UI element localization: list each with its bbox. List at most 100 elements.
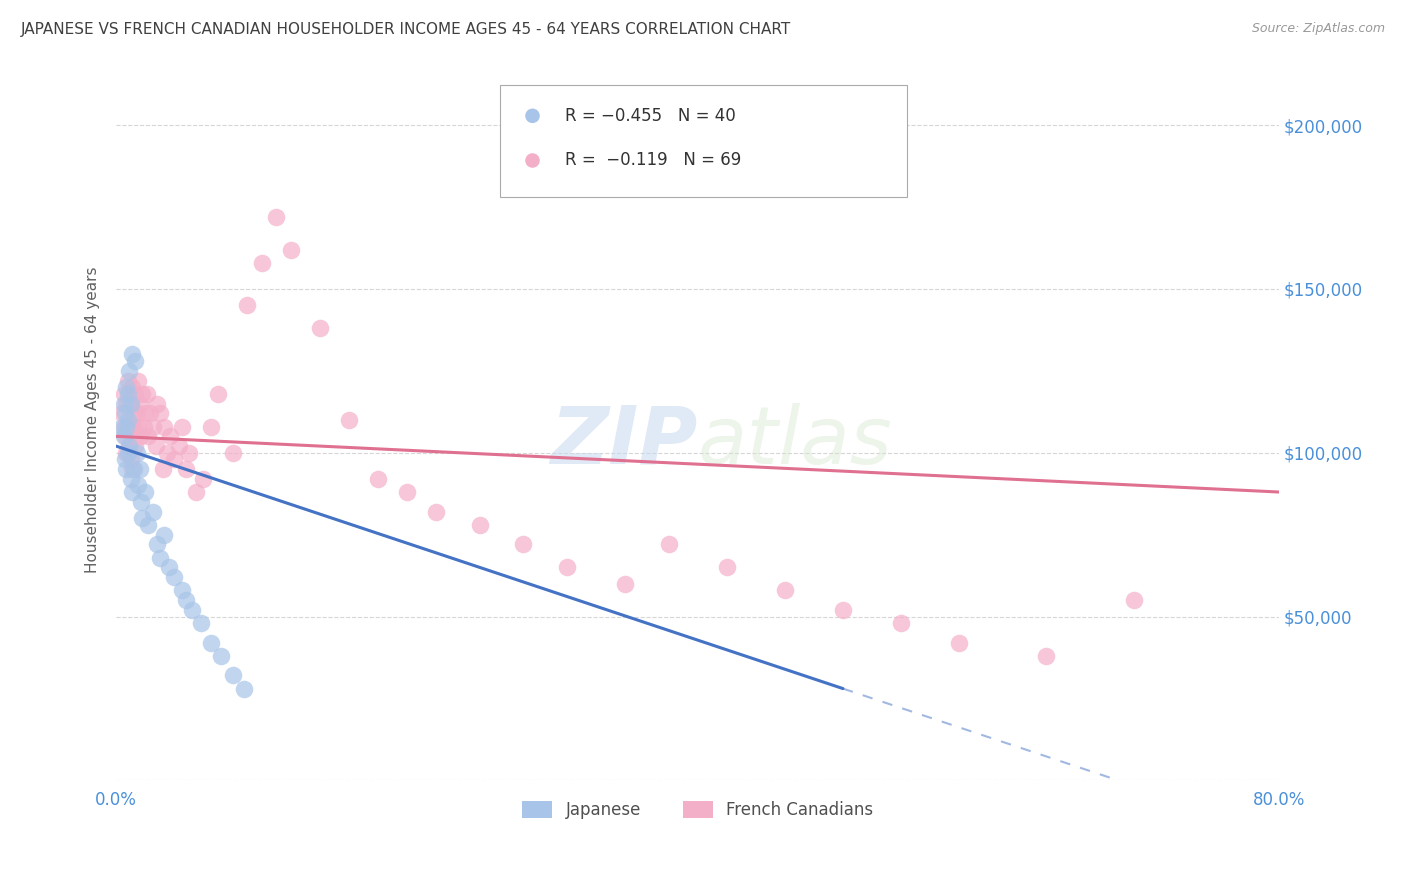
Point	[125, 406, 148, 420]
Point	[190, 615, 212, 630]
Point	[236, 298, 259, 312]
Point	[115, 419, 138, 434]
Point	[117, 419, 139, 434]
Point	[115, 396, 138, 410]
Point	[115, 380, 138, 394]
Point	[308, 321, 330, 335]
Point	[118, 439, 141, 453]
Point	[111, 419, 134, 434]
Point	[121, 462, 143, 476]
Point	[112, 419, 135, 434]
Point	[122, 406, 145, 420]
Point	[174, 593, 197, 607]
Point	[125, 446, 148, 460]
Point	[128, 396, 150, 410]
Y-axis label: Householder Income Ages 45 - 64 years: Householder Income Ages 45 - 64 years	[86, 267, 100, 574]
Point	[1122, 593, 1144, 607]
Text: Source: ZipAtlas.com: Source: ZipAtlas.com	[1251, 22, 1385, 36]
Point	[395, 485, 418, 500]
Point	[149, 406, 172, 420]
Point	[114, 406, 136, 420]
Point	[716, 560, 738, 574]
Point	[221, 668, 243, 682]
Point	[163, 570, 186, 584]
Point	[174, 462, 197, 476]
Point	[114, 452, 136, 467]
Point	[167, 439, 190, 453]
Point	[200, 636, 222, 650]
Point	[112, 429, 135, 443]
Point	[114, 429, 136, 443]
Point	[121, 380, 143, 394]
Point	[136, 429, 159, 443]
Point	[122, 419, 145, 434]
Point	[120, 472, 142, 486]
Point	[142, 419, 165, 434]
Point	[142, 505, 165, 519]
Text: ZIP: ZIP	[550, 402, 697, 481]
Point	[146, 396, 169, 410]
Point	[117, 446, 139, 460]
Point	[193, 472, 215, 486]
Point	[180, 603, 202, 617]
Point	[115, 446, 138, 460]
Point	[626, 773, 648, 788]
Point	[118, 386, 141, 401]
Point	[177, 446, 200, 460]
Point	[613, 576, 636, 591]
Point	[233, 681, 256, 696]
Point	[890, 615, 912, 630]
Point	[163, 452, 186, 467]
Point	[112, 396, 135, 410]
Point	[121, 485, 143, 500]
Point	[117, 386, 139, 401]
Point	[127, 419, 149, 434]
Point	[152, 462, 174, 476]
Point	[131, 386, 153, 401]
Point	[200, 419, 222, 434]
Text: atlas: atlas	[697, 402, 893, 481]
Point	[468, 517, 491, 532]
Point	[132, 419, 155, 434]
Point	[425, 505, 447, 519]
Point	[112, 386, 135, 401]
Point	[1035, 648, 1057, 663]
Point	[135, 386, 157, 401]
Point	[118, 364, 141, 378]
Point	[170, 419, 193, 434]
Point	[170, 583, 193, 598]
Point	[280, 243, 302, 257]
Point	[122, 462, 145, 476]
Point	[117, 413, 139, 427]
Point	[157, 560, 180, 574]
Point	[120, 452, 142, 467]
Point	[134, 406, 156, 420]
Point	[512, 537, 534, 551]
Point	[124, 354, 146, 368]
Point	[773, 583, 796, 598]
Point	[129, 429, 152, 443]
Point	[127, 374, 149, 388]
Point	[367, 472, 389, 486]
Point	[128, 462, 150, 476]
Point	[127, 478, 149, 492]
Point	[153, 419, 176, 434]
Point	[115, 462, 138, 476]
Point	[120, 396, 142, 410]
Text: R = −0.455   N = 40: R = −0.455 N = 40	[565, 107, 735, 125]
Point	[145, 439, 167, 453]
Point	[136, 517, 159, 532]
Point	[134, 485, 156, 500]
Point	[120, 419, 142, 434]
Point	[129, 495, 152, 509]
Point	[657, 537, 679, 551]
Text: JAPANESE VS FRENCH CANADIAN HOUSEHOLDER INCOME AGES 45 - 64 YEARS CORRELATION CH: JAPANESE VS FRENCH CANADIAN HOUSEHOLDER …	[21, 22, 792, 37]
Point	[207, 386, 229, 401]
Point	[120, 396, 142, 410]
Point	[159, 429, 181, 443]
Point	[138, 406, 160, 420]
Point	[832, 603, 855, 617]
Point	[121, 347, 143, 361]
Point	[149, 550, 172, 565]
Point	[555, 560, 578, 574]
